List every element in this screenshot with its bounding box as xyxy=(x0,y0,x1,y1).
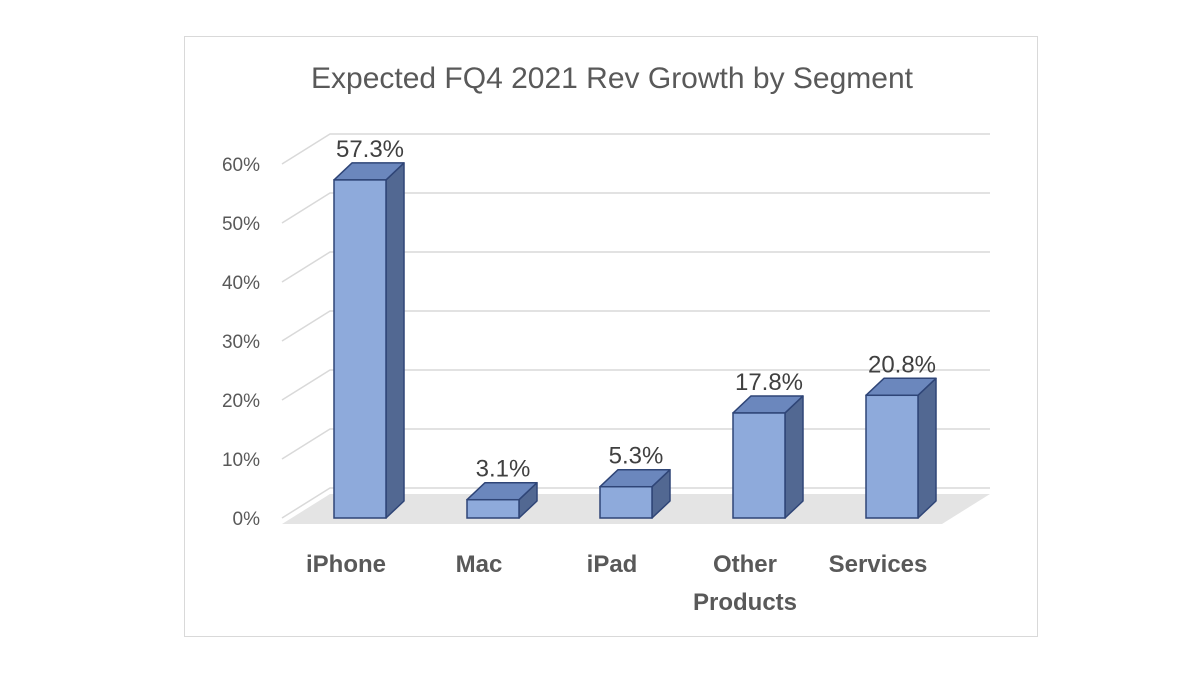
data-labels: 57.3% 3.1% 5.3% 17.8% 20.8% xyxy=(336,136,936,483)
data-label: 17.8% xyxy=(735,369,803,396)
bar-front xyxy=(599,485,653,519)
gridline xyxy=(281,369,990,401)
bars xyxy=(333,162,937,519)
y-axis-ticks: 0% 10% 20% 30% 40% 50% 60% xyxy=(222,155,260,530)
x-category-label: iPad xyxy=(587,551,638,578)
bar-front xyxy=(732,412,786,519)
bar-front xyxy=(865,394,919,519)
gridline xyxy=(281,133,990,165)
data-label: 5.3% xyxy=(609,443,664,470)
data-label: 20.8% xyxy=(868,351,936,378)
data-label: 3.1% xyxy=(476,456,531,483)
chart-title: Expected FQ4 2021 Rev Growth by Segment xyxy=(311,62,914,95)
x-category-label: Mac xyxy=(456,551,503,578)
y-tick-label: 50% xyxy=(222,214,260,235)
gridline xyxy=(281,310,990,342)
y-tick-label: 0% xyxy=(233,509,261,530)
x-category-label: Services xyxy=(829,551,928,578)
bar-side xyxy=(917,377,937,519)
x-category-label: iPhone xyxy=(306,551,386,578)
y-tick-label: 30% xyxy=(222,332,260,353)
gridline xyxy=(281,251,990,283)
bar-side xyxy=(385,162,405,519)
y-tick-label: 40% xyxy=(222,273,260,294)
bar xyxy=(732,395,804,519)
bar xyxy=(599,468,671,519)
y-tick-label: 60% xyxy=(222,155,260,176)
bar-front xyxy=(333,179,387,519)
bar xyxy=(865,377,937,519)
bar xyxy=(333,162,405,519)
y-tick-label: 20% xyxy=(222,391,260,412)
data-label: 57.3% xyxy=(336,136,404,163)
gridline xyxy=(281,192,990,224)
bar-front xyxy=(466,498,520,519)
bar-side xyxy=(784,395,804,519)
y-tick-label: 10% xyxy=(222,450,260,471)
bar xyxy=(466,481,538,519)
x-category-label: Other Products xyxy=(693,551,797,616)
x-axis-categories: iPhone Mac iPad Other Products Services xyxy=(306,551,927,616)
